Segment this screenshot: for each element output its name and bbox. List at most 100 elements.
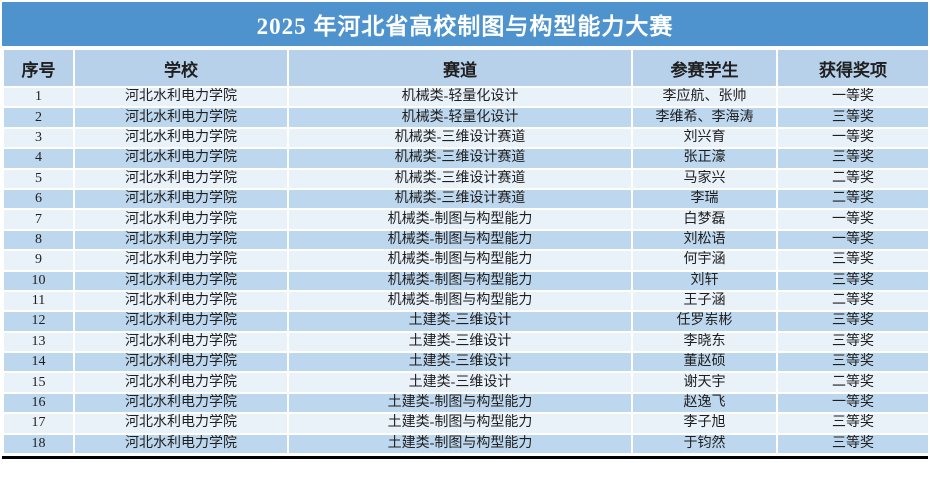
cell-track: 土建类-三维设计 [287, 371, 633, 394]
table-row: 11 河北水利电力学院 机械类-制图与构型能力 王子涵 二等奖 [2, 289, 930, 313]
cell-no: 16 [2, 391, 75, 415]
cell-no: 8 [2, 228, 75, 252]
cell-track: 机械类-制图与构型能力 [287, 289, 633, 313]
cell-students: 李瑞 [631, 187, 778, 211]
table-row: 3 河北水利电力学院 机械类-三维设计赛道 刘兴育 一等奖 [2, 126, 930, 150]
cell-award: 三等奖 [776, 249, 930, 272]
cell-no: 9 [2, 249, 75, 272]
cell-award: 三等奖 [776, 147, 930, 170]
cell-students: 任罗岽彬 [631, 310, 778, 333]
cell-award: 三等奖 [776, 310, 930, 333]
table-row: 17 河北水利电力学院 土建类-制图与构型能力 李子旭 三等奖 [2, 412, 930, 435]
column-header-students: 参赛学生 [631, 48, 778, 88]
cell-school: 河北水利电力学院 [73, 351, 289, 374]
cell-award: 二等奖 [776, 371, 930, 394]
cell-track: 土建类-制图与构型能力 [287, 432, 633, 456]
cell-no: 18 [2, 432, 75, 456]
cell-award: 三等奖 [776, 106, 930, 129]
cell-award: 三等奖 [776, 330, 930, 354]
table-row: 8 河北水利电力学院 机械类-制图与构型能力 刘松语 一等奖 [2, 228, 930, 252]
table-row: 4 河北水利电力学院 机械类-三维设计赛道 张正濠 三等奖 [2, 147, 930, 170]
cell-school: 河北水利电力学院 [73, 147, 289, 170]
cell-students: 谢天宇 [631, 371, 778, 394]
table-row: 10 河北水利电力学院 机械类-制图与构型能力 刘轩 三等奖 [2, 269, 930, 292]
cell-track: 机械类-轻量化设计 [287, 106, 633, 129]
cell-students: 李应航、张帅 [631, 85, 778, 109]
cell-award: 三等奖 [776, 269, 930, 292]
table-row: 5 河北水利电力学院 机械类-三维设计赛道 马家兴 二等奖 [2, 167, 930, 190]
cell-school: 河北水利电力学院 [73, 167, 289, 190]
cell-school: 河北水利电力学院 [73, 85, 289, 109]
page-title: 2025 年河北省高校制图与构型能力大赛 [2, 2, 928, 48]
cell-school: 河北水利电力学院 [73, 432, 289, 456]
cell-no: 5 [2, 167, 75, 190]
cell-award: 一等奖 [776, 85, 930, 109]
cell-track: 机械类-制图与构型能力 [287, 269, 633, 292]
cell-school: 河北水利电力学院 [73, 249, 289, 272]
cell-track: 土建类-三维设计 [287, 330, 633, 354]
table-row: 2 河北水利电力学院 机械类-轻量化设计 李维希、李海涛 三等奖 [2, 106, 930, 129]
cell-students: 马家兴 [631, 167, 778, 190]
cell-no: 17 [2, 412, 75, 435]
cell-track: 机械类-制图与构型能力 [287, 228, 633, 252]
cell-students: 董赵硕 [631, 351, 778, 374]
table-row: 14 河北水利电力学院 土建类-三维设计 董赵硕 三等奖 [2, 351, 930, 374]
cell-track: 机械类-轻量化设计 [287, 85, 633, 109]
cell-students: 刘轩 [631, 269, 778, 292]
cell-track: 机械类-三维设计赛道 [287, 126, 633, 150]
cell-students: 刘兴育 [631, 126, 778, 150]
cell-no: 1 [2, 85, 75, 109]
cell-no: 15 [2, 371, 75, 394]
cell-no: 3 [2, 126, 75, 150]
cell-school: 河北水利电力学院 [73, 106, 289, 129]
table-row: 13 河北水利电力学院 土建类-三维设计 李晓东 三等奖 [2, 330, 930, 354]
cell-award: 三等奖 [776, 432, 930, 456]
cell-no: 14 [2, 351, 75, 374]
cell-students: 白梦磊 [631, 208, 778, 231]
cell-school: 河北水利电力学院 [73, 289, 289, 313]
results-table-body: 1 河北水利电力学院 机械类-轻量化设计 李应航、张帅 一等奖 2 河北水利电力… [2, 85, 930, 456]
cell-school: 河北水利电力学院 [73, 126, 289, 150]
column-header-award: 获得奖项 [776, 48, 930, 88]
cell-school: 河北水利电力学院 [73, 391, 289, 415]
table-row: 16 河北水利电力学院 土建类-制图与构型能力 赵逸飞 一等奖 [2, 391, 930, 415]
cell-award: 二等奖 [776, 289, 930, 313]
table-row: 9 河北水利电力学院 机械类-制图与构型能力 何宇涵 三等奖 [2, 249, 930, 272]
cell-award: 三等奖 [776, 351, 930, 374]
cell-students: 李晓东 [631, 330, 778, 354]
cell-students: 张正濠 [631, 147, 778, 170]
cell-track: 土建类-制图与构型能力 [287, 391, 633, 415]
cell-no: 11 [2, 289, 75, 313]
cell-no: 6 [2, 187, 75, 211]
cell-no: 12 [2, 310, 75, 333]
cell-students: 赵逸飞 [631, 391, 778, 415]
cell-no: 7 [2, 208, 75, 231]
cell-track: 土建类-制图与构型能力 [287, 412, 633, 435]
cell-no: 10 [2, 269, 75, 292]
table-header-row: 序号 学校 赛道 参赛学生 获得奖项 [2, 48, 930, 88]
cell-students: 李子旭 [631, 412, 778, 435]
column-header-school: 学校 [73, 48, 289, 88]
column-header-no: 序号 [2, 48, 75, 88]
table-row: 1 河北水利电力学院 机械类-轻量化设计 李应航、张帅 一等奖 [2, 85, 930, 109]
cell-school: 河北水利电力学院 [73, 330, 289, 354]
cell-students: 王子涵 [631, 289, 778, 313]
cell-students: 何宇涵 [631, 249, 778, 272]
table-row: 15 河北水利电力学院 土建类-三维设计 谢天宇 二等奖 [2, 371, 930, 394]
column-header-track: 赛道 [287, 48, 633, 88]
cell-track: 机械类-三维设计赛道 [287, 187, 633, 211]
cell-no: 13 [2, 330, 75, 354]
cell-students: 李维希、李海涛 [631, 106, 778, 129]
cell-school: 河北水利电力学院 [73, 310, 289, 333]
cell-students: 刘松语 [631, 228, 778, 252]
cell-award: 一等奖 [776, 391, 930, 415]
cell-school: 河北水利电力学院 [73, 208, 289, 231]
cell-award: 一等奖 [776, 126, 930, 150]
table-row: 18 河北水利电力学院 土建类-制图与构型能力 于钧然 三等奖 [2, 432, 930, 456]
results-sheet: 2025 年河北省高校制图与构型能力大赛 序号 学校 赛道 参赛学生 获得奖项 … [2, 2, 930, 460]
cell-track: 机械类-三维设计赛道 [287, 167, 633, 190]
cell-award: 一等奖 [776, 228, 930, 252]
cell-award: 二等奖 [776, 167, 930, 190]
cell-school: 河北水利电力学院 [73, 371, 289, 394]
